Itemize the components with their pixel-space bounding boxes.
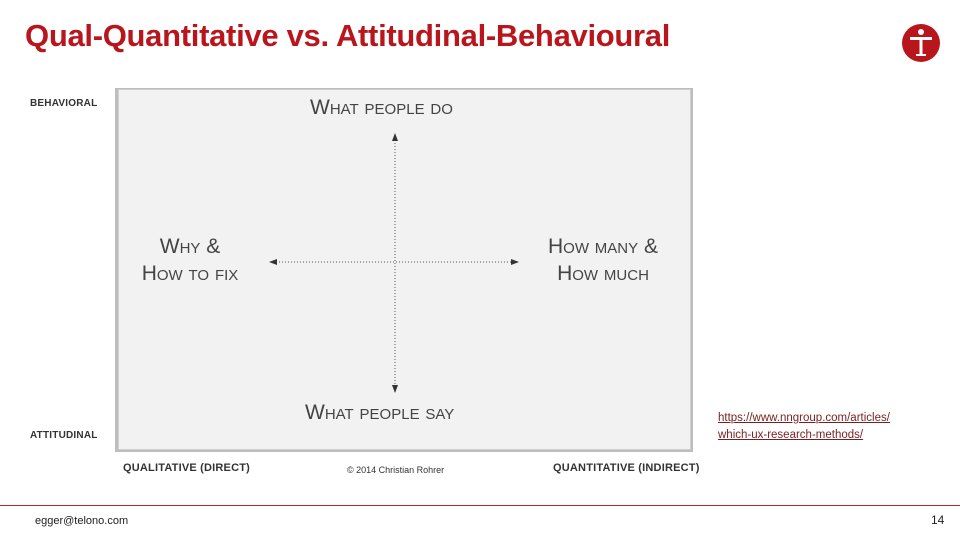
- y-axis-bottom-label: ATTITUDINAL: [30, 430, 98, 441]
- x-axis-right-label: QUANTITATIVE (INDIRECT): [553, 462, 700, 474]
- x-axis-left-label: QUALITATIVE (DIRECT): [123, 462, 251, 474]
- y-axis-top-label: BEHAVIORAL: [30, 98, 98, 109]
- axes: [269, 133, 519, 393]
- source-link[interactable]: https://www.nngroup.com/articles/ which-…: [718, 410, 890, 444]
- page-number: 14: [931, 513, 945, 527]
- quadrant-left-line1: Why &: [159, 235, 221, 258]
- quadrant-left-line2: How to fix: [141, 262, 239, 285]
- axis-arrow-left-icon: [269, 259, 277, 265]
- axis-arrow-up-icon: [392, 133, 398, 141]
- slide-title: Qual-Quantitative vs. Attitudinal-Behavi…: [25, 18, 671, 53]
- quadrant-bottom-label: What people say: [305, 401, 455, 424]
- source-link-line2[interactable]: which-ux-research-methods/: [718, 429, 864, 441]
- copyright-text: © 2014 Christian Rohrer: [347, 465, 445, 475]
- quadrant-left-label: Why & How to fix: [130, 233, 250, 287]
- axis-arrow-down-icon: [392, 385, 398, 393]
- quadrant-top-label: What people do: [310, 96, 453, 119]
- axis-arrow-right-icon: [511, 259, 519, 265]
- telono-logo-icon: [902, 24, 940, 62]
- quadrant-right-line2: How much: [557, 262, 649, 285]
- quadrant-right-label: How many & How much: [530, 233, 676, 287]
- quadrant-right-line1: How many &: [547, 235, 658, 258]
- footer-email: egger@telono.com: [35, 515, 129, 527]
- matrix-panel: [118, 89, 691, 450]
- source-link-line1[interactable]: https://www.nngroup.com/articles/: [718, 412, 890, 424]
- footer-divider: [0, 505, 960, 506]
